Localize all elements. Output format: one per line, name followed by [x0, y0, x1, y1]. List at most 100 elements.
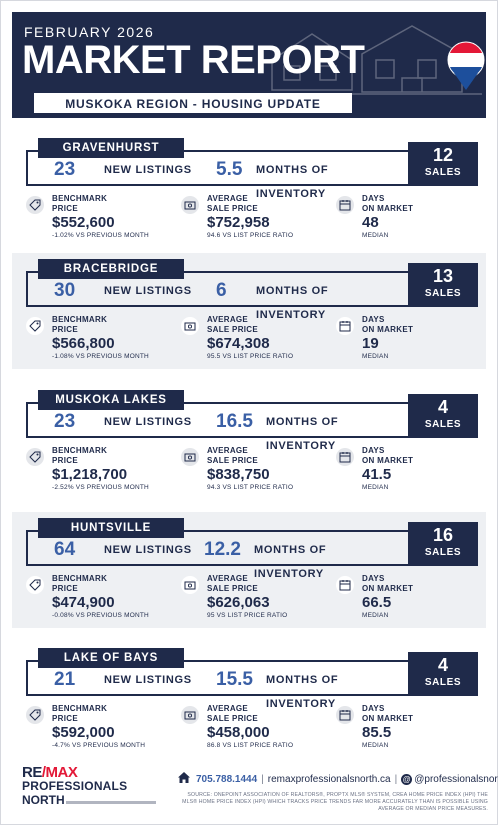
months-inventory-value: 6 — [216, 280, 227, 301]
region-stats-strip: 30 NEW LISTINGS 6 MONTHS OF INVENTORY — [38, 279, 398, 321]
separator: | — [261, 774, 264, 785]
money-icon — [181, 448, 199, 466]
region-outline — [26, 660, 472, 696]
months-inventory-label: MONTHS OF INVENTORY — [256, 285, 329, 321]
sales-box: 4 SALES — [408, 652, 478, 696]
benchmark-price-value: $566,800 — [52, 335, 115, 352]
price-tag-icon — [26, 448, 44, 466]
logo-professionals: PROFESSIONALS — [22, 779, 128, 793]
benchmark-price-stat: BENCHMARK PRICE $474,900 -0.08% VS PREVI… — [26, 574, 176, 628]
social-handle-link[interactable]: @professionalsnorth — [414, 774, 498, 785]
benchmark-price-value: $1,218,700 — [52, 466, 128, 483]
days-on-market-stat: DAYS ON MARKET 48 MEDIAN — [336, 194, 486, 248]
benchmark-change: -4.7% VS PREVIOUS MONTH — [52, 742, 146, 749]
money-icon — [181, 196, 199, 214]
new-listings-value: 30 — [54, 280, 76, 301]
region-name: GRAVENHURST — [38, 138, 184, 158]
benchmark-change: -1.08% VS PREVIOUS MONTH — [52, 353, 149, 360]
days-on-market-value: 85.5 — [362, 724, 392, 741]
new-listings-label: NEW LISTINGS — [104, 674, 192, 686]
report-month: FEBRUARY 2026 — [24, 24, 155, 40]
calendar-icon — [336, 706, 354, 724]
calendar-icon — [336, 196, 354, 214]
benchmark-label: BENCHMARK PRICE — [52, 704, 108, 723]
benchmark-price-stat: BENCHMARK PRICE $566,800 -1.08% VS PREVI… — [26, 315, 176, 369]
report-title: MARKET REPORT — [22, 38, 365, 82]
days-median-label: MEDIAN — [362, 353, 389, 360]
sales-box: 4 SALES — [408, 394, 478, 438]
money-icon — [181, 706, 199, 724]
benchmark-price-stat: BENCHMARK PRICE $1,218,700 -2.52% VS PRE… — [26, 446, 176, 500]
region-card-bracebridge: BRACEBRIDGE 30 NEW LISTINGS 6 MONTHS OF … — [12, 253, 486, 369]
region-name: LAKE OF BAYS — [38, 648, 184, 668]
months-inventory-value: 5.5 — [216, 159, 243, 180]
region-outline — [26, 150, 472, 186]
average-label: AVERAGE SALE PRICE — [207, 194, 259, 213]
sales-value: 4 — [437, 397, 448, 417]
benchmark-price-value: $474,900 — [52, 594, 115, 611]
average-ratio: 94.6 VS LIST PRICE RATIO — [207, 232, 294, 239]
days-median-label: MEDIAN — [362, 612, 389, 619]
average-sale-price-value: $838,750 — [207, 466, 270, 483]
phone-link[interactable]: 705.788.1444 — [196, 774, 258, 785]
days-median-label: MEDIAN — [362, 232, 389, 239]
months-inventory-label: MONTHS OF INVENTORY — [256, 164, 329, 200]
sales-box: 12 SALES — [408, 142, 478, 186]
benchmark-label: BENCHMARK PRICE — [52, 315, 108, 334]
days-on-market-stat: DAYS ON MARKET 66.5 MEDIAN — [336, 574, 486, 628]
subtitle-box: MUSKOKA REGION - HOUSING UPDATE — [32, 93, 352, 115]
region-card-huntsville: HUNTSVILLE 64 NEW LISTINGS 12.2 MONTHS O… — [12, 512, 486, 628]
days-on-market-stat: DAYS ON MARKET 19 MEDIAN — [336, 315, 486, 369]
logo-north: NORTH — [22, 793, 65, 807]
average-sale-price-stat: AVERAGE SALE PRICE $674,308 95.5 VS LIST… — [181, 315, 331, 369]
sales-label: SALES — [424, 419, 462, 430]
benchmark-change: -2.52% VS PREVIOUS MONTH — [52, 484, 149, 491]
months-inventory-value: 15.5 — [216, 669, 253, 690]
days-median-label: MEDIAN — [362, 484, 389, 491]
benchmark-change: -1.02% VS PREVIOUS MONTH — [52, 232, 149, 239]
website-link[interactable]: remaxprofessionalsnorth.ca — [267, 774, 391, 785]
at-icon: @ — [401, 774, 413, 785]
days-on-market-stat: DAYS ON MARKET 85.5 MEDIAN — [336, 704, 486, 758]
days-on-market-value: 19 — [362, 335, 379, 352]
average-ratio: 95 VS LIST PRICE RATIO — [207, 612, 288, 619]
benchmark-label: BENCHMARK PRICE — [52, 574, 108, 593]
price-tag-icon — [26, 317, 44, 335]
report-subtitle: MUSKOKA REGION - HOUSING UPDATE — [65, 97, 321, 111]
money-icon — [181, 317, 199, 335]
new-listings-label: NEW LISTINGS — [104, 544, 192, 556]
sales-box: 16 SALES — [408, 522, 478, 566]
new-listings-label: NEW LISTINGS — [104, 164, 192, 176]
sales-value: 4 — [437, 655, 448, 675]
new-listings-value: 23 — [54, 411, 76, 432]
average-sale-price-stat: AVERAGE SALE PRICE $626,063 95 VS LIST P… — [181, 574, 331, 628]
region-name: HUNTSVILLE — [38, 518, 184, 538]
months-inventory-value: 16.5 — [216, 411, 253, 432]
region-card-muskoka-lakes: MUSKOKA LAKES 23 NEW LISTINGS 16.5 MONTH… — [12, 384, 486, 500]
money-icon — [181, 576, 199, 594]
average-ratio: 86.8 VS LIST PRICE RATIO — [207, 742, 294, 749]
average-sale-price-stat: AVERAGE SALE PRICE $838,750 94.3 VS LIST… — [181, 446, 331, 500]
benchmark-label: BENCHMARK PRICE — [52, 446, 108, 465]
average-sale-price-value: $674,308 — [207, 335, 270, 352]
balloon-logo-icon — [447, 41, 485, 90]
separator: | — [394, 774, 398, 785]
region-name: MUSKOKA LAKES — [38, 390, 184, 410]
days-label: DAYS ON MARKET — [362, 315, 414, 334]
days-label: DAYS ON MARKET — [362, 446, 414, 465]
logo-remax: RE/MAX — [22, 764, 78, 781]
calendar-icon — [336, 576, 354, 594]
source-note: SOURCE: ONEPOINT ASSOCIATION OF REALTORS… — [182, 792, 488, 812]
benchmark-price-stat: BENCHMARK PRICE $552,600 -1.02% VS PREVI… — [26, 194, 176, 248]
new-listings-label: NEW LISTINGS — [104, 416, 192, 428]
home-icon — [178, 772, 190, 783]
average-sale-price-stat: AVERAGE SALE PRICE $752,958 94.6 VS LIST… — [181, 194, 331, 248]
average-label: AVERAGE SALE PRICE — [207, 574, 259, 593]
region-card-gravenhurst: GRAVENHURST 23 NEW LISTINGS 5.5 MONTHS O… — [12, 132, 486, 248]
region-stats-strip: 23 NEW LISTINGS 5.5 MONTHS OF INVENTORY — [38, 158, 398, 200]
months-inventory-label: MONTHS OF INVENTORY — [254, 544, 327, 580]
contact-line: 705.788.1444 | remaxprofessionalsnorth.ca |… — [178, 772, 498, 786]
logo-tagline-bar — [66, 801, 156, 804]
benchmark-price-stat: BENCHMARK PRICE $592,000 -4.7% VS PREVIO… — [26, 704, 176, 758]
months-inventory-label: MONTHS OF INVENTORY — [266, 416, 339, 452]
